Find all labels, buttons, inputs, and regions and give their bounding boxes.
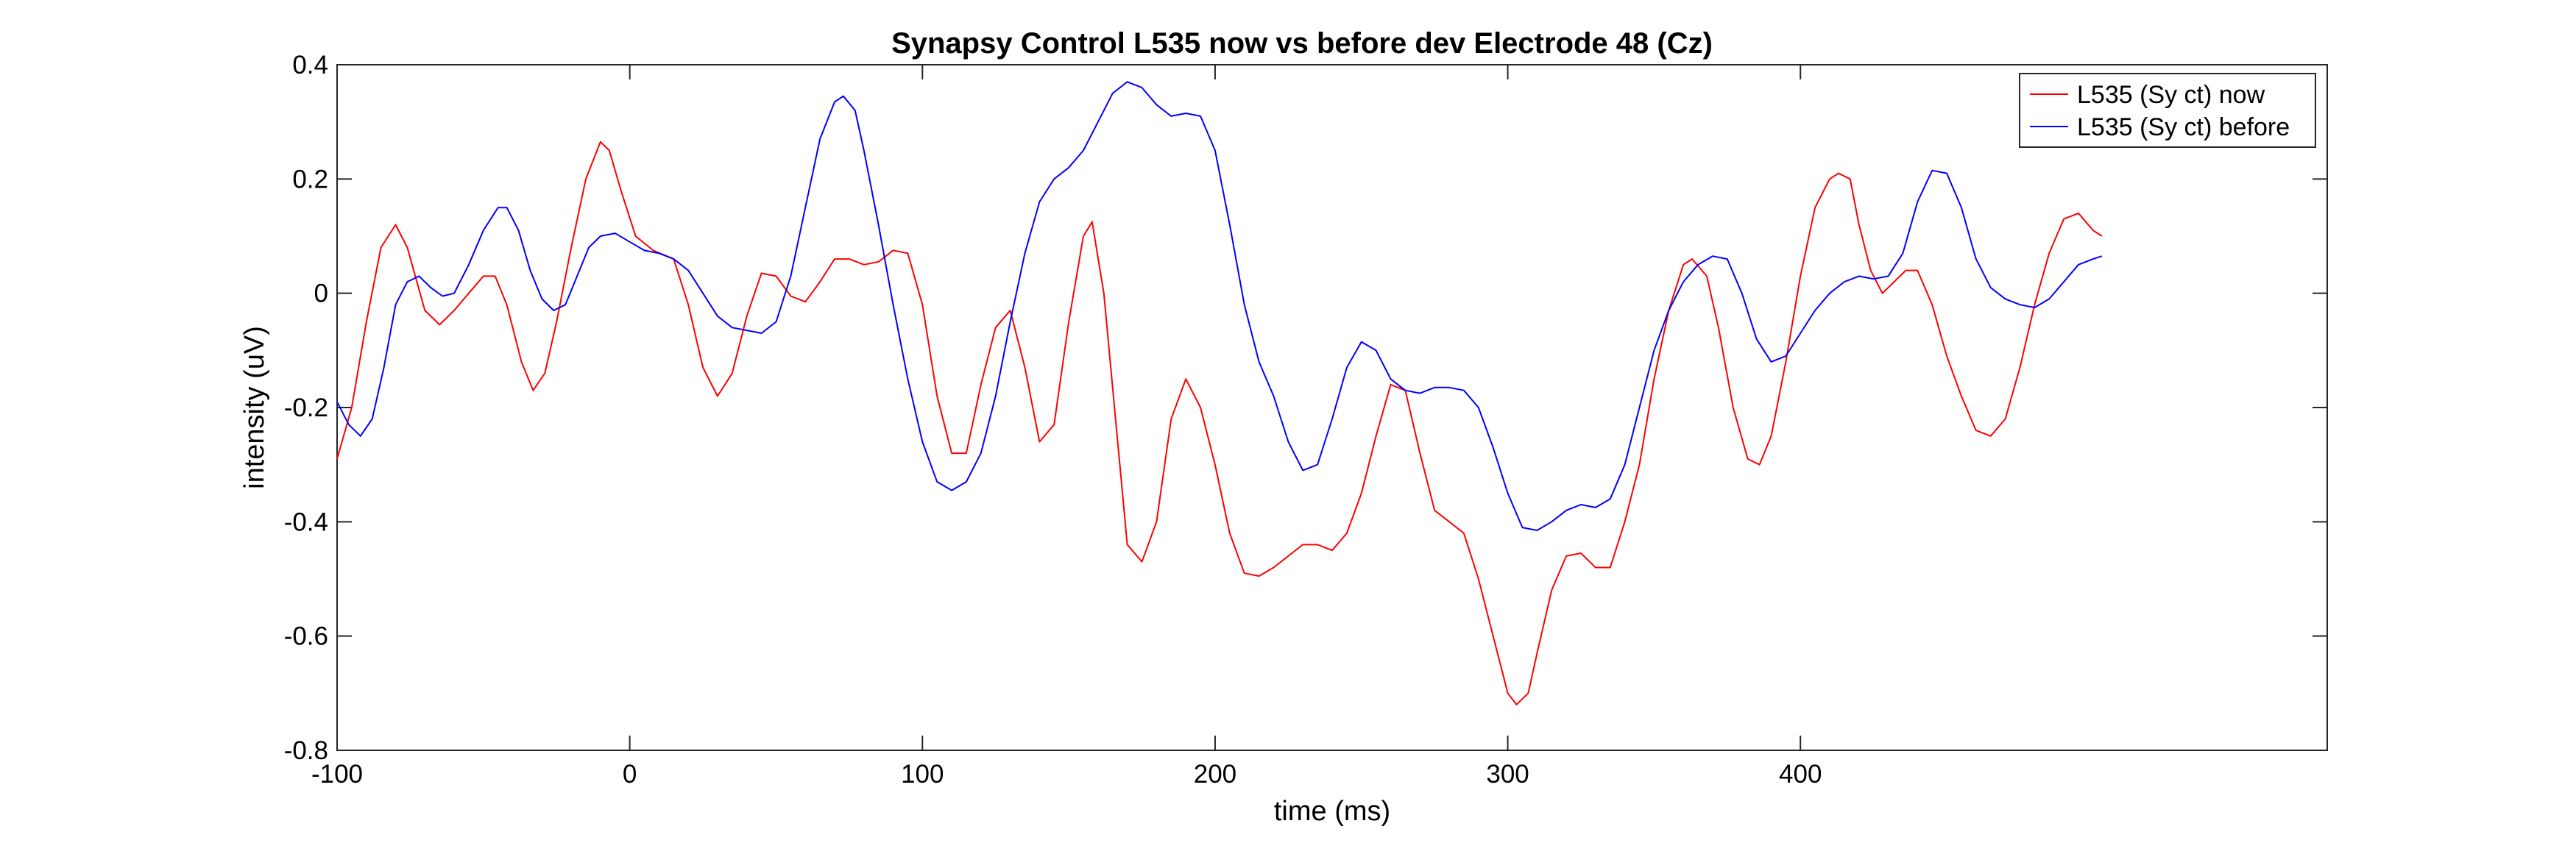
y-tick-label: -0.6 [284, 622, 328, 651]
series-line-before [336, 81, 2103, 531]
x-axis-label: time (ms) [1274, 796, 1390, 827]
y-tick-label: 0.2 [292, 165, 328, 193]
y-axis-label: intensity (uV) [239, 326, 270, 489]
axis-ticks: -100 0 100 200 300 400 -0.8 -0.6 -0.4 -0.2 0 0.2 0.4 [284, 51, 2327, 789]
legend-label-now: L535 (Sy ct) now [2077, 81, 2265, 109]
x-tick-label: 200 [1194, 760, 1236, 789]
y-tick-label: 0.4 [292, 51, 328, 79]
x-tick-label: 0 [623, 760, 637, 789]
y-tick-label: -0.2 [284, 394, 328, 422]
plot-area [336, 64, 2328, 751]
y-tick-label: -0.4 [284, 508, 328, 536]
series-layer [336, 81, 2103, 705]
legend: L535 (Sy ct) now L535 (Sy ct) before [2019, 73, 2316, 148]
chart-title: Synapsy Control L535 now vs before dev E… [891, 27, 1713, 60]
x-tick-label: -100 [311, 760, 363, 789]
x-tick-label: 100 [901, 760, 944, 789]
x-tick-label: 400 [1779, 760, 1822, 789]
legend-box [2019, 73, 2316, 148]
y-tick-label: -0.8 [284, 736, 328, 765]
legend-label-before: L535 (Sy ct) before [2077, 113, 2290, 141]
x-tick-label: 300 [1486, 760, 1529, 789]
series-line-now [336, 140, 2103, 705]
y-tick-label: 0 [314, 280, 328, 308]
